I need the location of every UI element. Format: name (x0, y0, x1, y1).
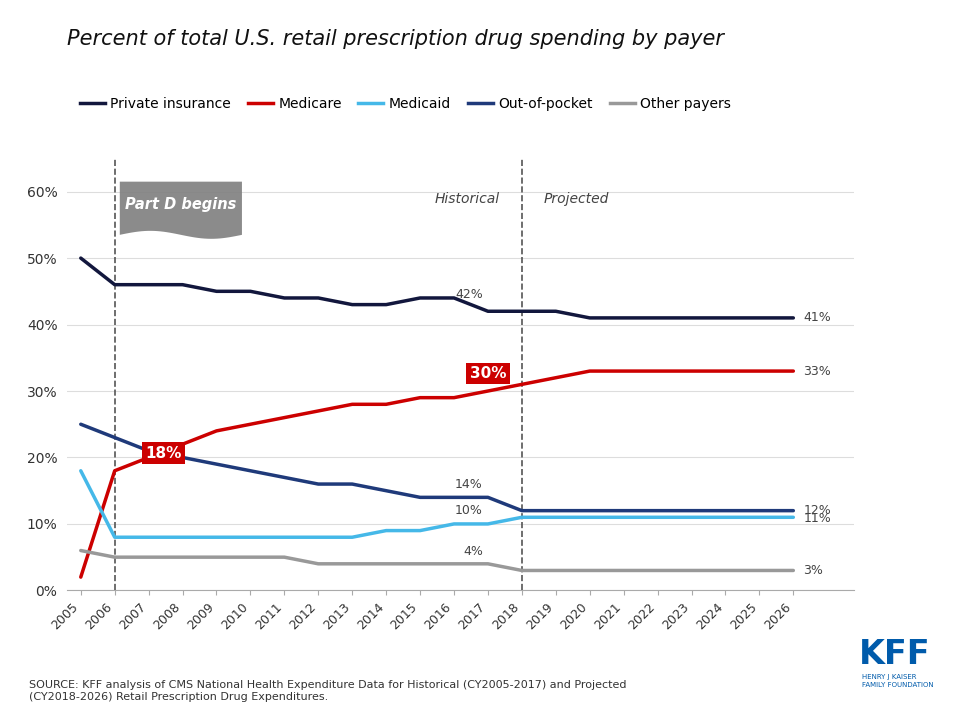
Text: Historical: Historical (435, 192, 500, 206)
Text: 12%: 12% (804, 504, 831, 517)
Text: 30%: 30% (469, 366, 506, 381)
Text: Percent of total U.S. retail prescription drug spending by payer: Percent of total U.S. retail prescriptio… (67, 29, 724, 49)
Text: 18%: 18% (145, 446, 181, 461)
Text: 11%: 11% (804, 512, 831, 525)
Text: 10%: 10% (455, 504, 483, 517)
Text: HENRY J KAISER
FAMILY FOUNDATION: HENRY J KAISER FAMILY FOUNDATION (862, 674, 934, 688)
Text: 42%: 42% (455, 288, 483, 301)
Text: KFF: KFF (859, 638, 931, 671)
Legend: Private insurance, Medicare, Medicaid, Out-of-pocket, Other payers: Private insurance, Medicare, Medicaid, O… (74, 91, 736, 117)
Text: 33%: 33% (804, 364, 831, 377)
Text: 3%: 3% (804, 564, 824, 577)
Text: 4%: 4% (463, 546, 483, 559)
Text: 41%: 41% (804, 312, 831, 325)
Text: Part D begins: Part D begins (125, 197, 236, 212)
Text: SOURCE: KFF analysis of CMS National Health Expenditure Data for Historical (CY2: SOURCE: KFF analysis of CMS National Hea… (29, 680, 626, 702)
Polygon shape (120, 181, 242, 239)
Text: Projected: Projected (544, 192, 610, 206)
Text: 14%: 14% (455, 477, 483, 491)
